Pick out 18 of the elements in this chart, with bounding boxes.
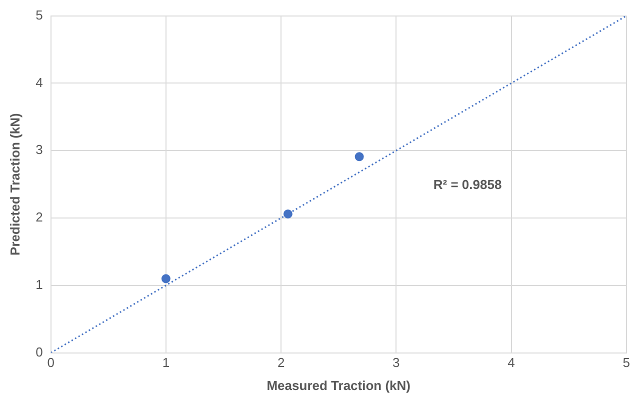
- x-tick-label: 0: [47, 355, 54, 370]
- x-axis-title: Measured Traction (kN): [266, 378, 410, 393]
- y-tick-label: 5: [36, 7, 43, 22]
- y-axis-title: Predicted Traction (kN): [7, 113, 22, 256]
- x-tick-label: 1: [162, 355, 170, 370]
- y-tick-label: 2: [36, 210, 43, 225]
- y-tick-label: 0: [36, 344, 43, 360]
- x-tick-label: 3: [392, 355, 400, 370]
- x-tick-label: 5: [622, 355, 630, 370]
- y-tick-label: 1: [36, 276, 43, 292]
- y-tick-label: 3: [36, 142, 43, 158]
- x-tick-label: 4: [508, 355, 515, 370]
- y-tick-label: 4: [36, 74, 43, 90]
- point: [354, 152, 364, 162]
- annotation: R² = 0.9858: [433, 176, 502, 192]
- point: [161, 274, 170, 284]
- x-tick-label: 2: [277, 355, 285, 370]
- point: [283, 209, 292, 218]
